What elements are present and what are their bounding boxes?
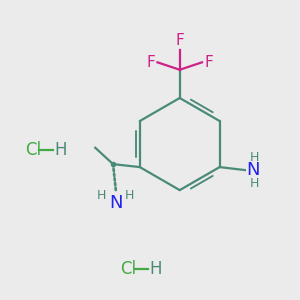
Text: H: H	[54, 141, 67, 159]
Text: F: F	[204, 55, 213, 70]
Text: F: F	[175, 33, 184, 48]
Text: H: H	[125, 189, 134, 202]
Text: N: N	[109, 194, 123, 212]
Text: Cl: Cl	[25, 141, 41, 159]
Text: Cl: Cl	[120, 260, 136, 278]
Text: H: H	[96, 189, 106, 202]
Text: N: N	[246, 161, 259, 179]
Text: H: H	[250, 177, 260, 190]
Text: H: H	[250, 151, 260, 164]
Text: H: H	[149, 260, 162, 278]
Text: F: F	[146, 55, 155, 70]
